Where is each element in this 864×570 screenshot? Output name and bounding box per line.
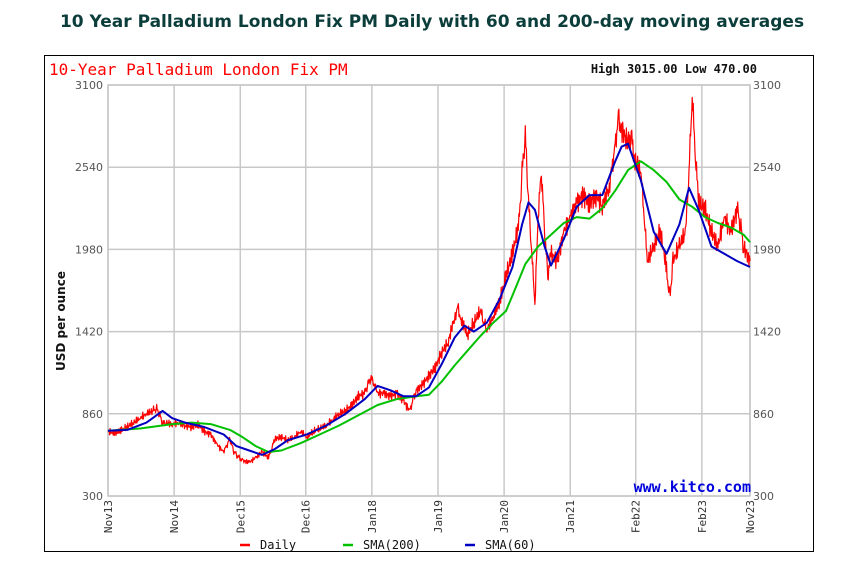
legend-label: SMA(200) <box>363 538 421 551</box>
y-tick-label-right: 1980 <box>753 243 781 256</box>
x-tick-label: Jan20 <box>498 500 511 533</box>
series-line-daily <box>107 96 751 465</box>
y-tick-label-right: 1420 <box>753 326 781 339</box>
series-group <box>107 96 751 465</box>
x-tick-label: Jan19 <box>432 500 445 533</box>
x-tick-label: Jan21 <box>564 500 577 533</box>
chart-frame: 10-Year Palladium London Fix PM High 301… <box>44 55 814 552</box>
y-tick-label-right: 300 <box>753 490 774 503</box>
legend-label: Daily <box>260 538 296 551</box>
y-tick-label-left: 1980 <box>75 243 103 256</box>
x-tick-label: Feb23 <box>696 500 709 533</box>
x-tick-label: Jan18 <box>366 500 379 533</box>
y-tick-label-left: 3100 <box>75 79 103 92</box>
y-tick-label-left: 300 <box>82 490 103 503</box>
x-ticks: Nov13 Nov14 Dec15 Dec16 Jan18 Jan19 Jan20 Jan21… <box>102 500 757 533</box>
legend: Daily SMA(200) SMA(60) <box>240 538 536 551</box>
x-tick-label: Nov13 <box>102 500 115 533</box>
y-ticks-left: 300 860 1420 1980 2540 3100 <box>75 79 103 503</box>
y-tick-label-right: 860 <box>753 408 774 421</box>
x-tick-label: Nov23 <box>744 500 757 533</box>
y-tick-label-left: 2540 <box>75 161 103 174</box>
watermark: www.kitco.com <box>634 478 751 496</box>
x-tick-label: Feb22 <box>630 500 643 533</box>
x-tick-label: Dec16 <box>300 500 313 533</box>
chart-svg: 10-Year Palladium London Fix PM High 301… <box>49 60 781 551</box>
high-low-stats: High 3015.00 Low 470.00 <box>591 62 757 76</box>
x-tick-label: Nov14 <box>168 500 181 533</box>
y-tick-label-left: 860 <box>82 408 103 421</box>
page-title: 10 Year Palladium London Fix PM Daily wi… <box>59 12 805 32</box>
series-line-sma-200 <box>107 160 751 453</box>
x-tick-label: Dec15 <box>234 500 247 533</box>
y-axis-label: USD per ounce <box>54 271 68 371</box>
legend-label: SMA(60) <box>485 538 536 551</box>
chart-title: 10-Year Palladium London Fix PM <box>49 60 348 79</box>
y-ticks-right: 300 860 1420 1980 2540 3100 <box>753 79 781 503</box>
series-line-sma-60 <box>107 142 751 456</box>
y-tick-label-right: 3100 <box>753 79 781 92</box>
y-tick-label-left: 1420 <box>75 326 103 339</box>
y-tick-label-right: 2540 <box>753 161 781 174</box>
